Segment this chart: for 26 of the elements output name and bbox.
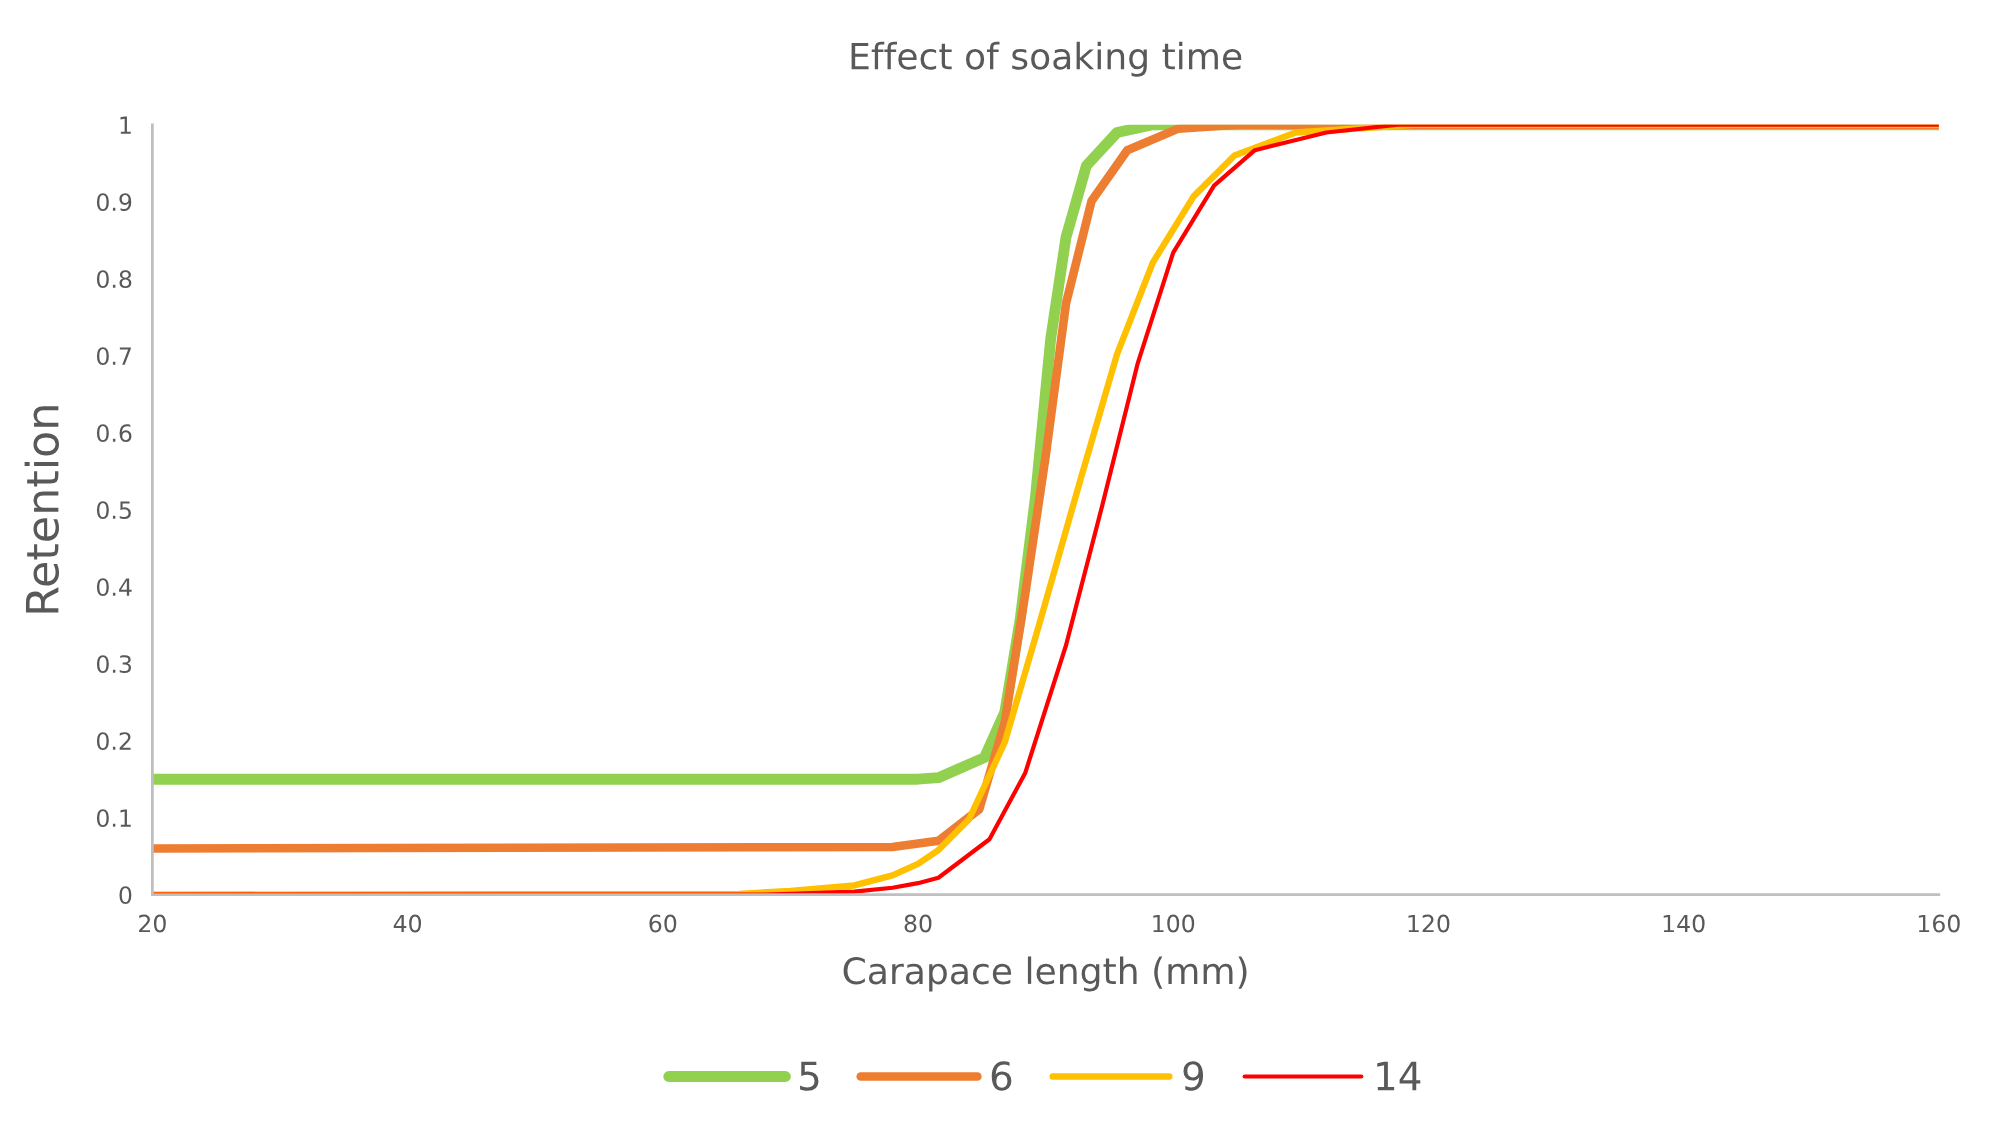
x-tick-label: 20 [139, 914, 166, 933]
x-tick-label: 80 [904, 914, 932, 933]
x-tick-label: 160 [1918, 914, 1960, 933]
x-tick-label: 140 [1663, 914, 1705, 933]
y-tick-label: 1 [120, 116, 131, 134]
y-tick-label: 0.1 [96, 809, 131, 828]
y-tick-label: 0.3 [96, 655, 132, 674]
x-tick-label: 100 [1153, 914, 1195, 933]
y-tick-label: 0.9 [96, 193, 132, 212]
y-tick-label: 0.8 [96, 270, 132, 289]
y-axis-title: Retention [24, 406, 59, 613]
x-tick-label: 60 [649, 914, 677, 933]
x-tick-label: 40 [393, 914, 422, 933]
y-tick-label: 0 [119, 886, 132, 905]
y-tick-label: 0.4 [96, 578, 132, 597]
y-tick-label: 0.5 [96, 501, 131, 520]
x-tick-label: 120 [1408, 914, 1450, 933]
legend-label: 9 [1183, 1061, 1204, 1091]
x-axis-title: Carapace length (mm) [843, 956, 1247, 992]
chart-title: Effect of soaking time [851, 41, 1242, 77]
y-tick-label: 0.7 [96, 347, 131, 366]
legend-label: 6 [991, 1061, 1012, 1091]
legend-label: 5 [800, 1061, 819, 1091]
y-tick-label: 0.2 [96, 732, 131, 751]
legend-label: 14 [1377, 1061, 1421, 1091]
y-tick-label: 0.6 [96, 424, 132, 443]
